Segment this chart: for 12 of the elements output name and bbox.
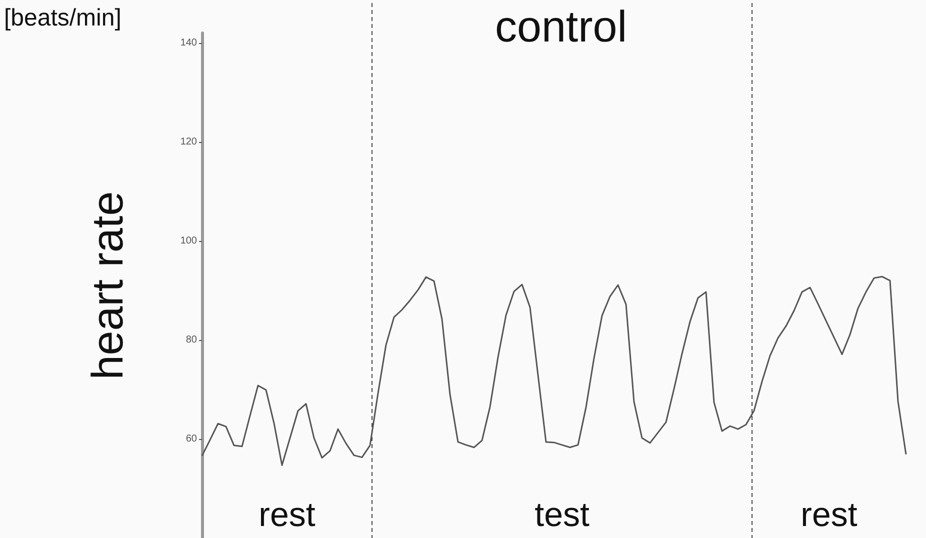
- chart-title: control: [494, 2, 628, 52]
- y-tick-label: 140: [180, 37, 198, 48]
- y-tick-label: 60: [186, 433, 198, 444]
- annotation: test: [534, 496, 590, 534]
- annotation: rest: [800, 496, 858, 534]
- line-series: [201, 276, 907, 466]
- text: [beats/min]: [4, 4, 122, 32]
- y-tick-label: 80: [186, 334, 198, 346]
- y-tick-label: 120: [180, 136, 198, 148]
- y-tick-label: 100: [180, 235, 198, 246]
- annotation: rest: [258, 496, 316, 534]
- y-axis-title: heart rate: [84, 191, 132, 380]
